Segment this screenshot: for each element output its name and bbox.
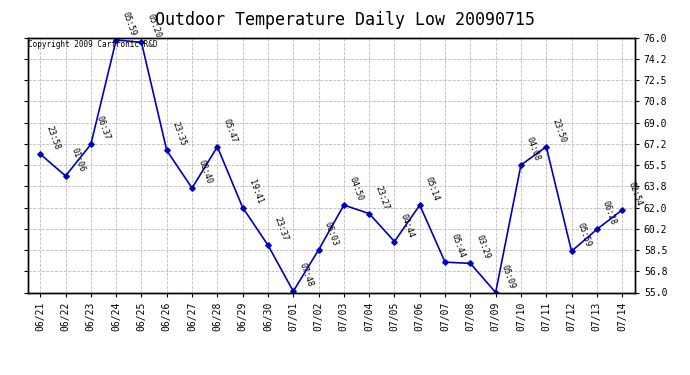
Text: 23:27: 23:27 (373, 184, 391, 211)
Text: 05:59: 05:59 (120, 10, 137, 37)
Text: 23:50: 23:50 (551, 117, 567, 144)
Text: 07:48: 07:48 (297, 262, 315, 288)
Text: 02:54: 02:54 (627, 181, 643, 207)
Text: 04:44: 04:44 (399, 212, 415, 239)
Text: 06:28: 06:28 (601, 200, 618, 226)
Text: 06:03: 06:03 (323, 220, 339, 247)
Text: 03:29: 03:29 (475, 234, 491, 261)
Text: 23:35: 23:35 (171, 121, 188, 148)
Text: 04:50: 04:50 (348, 176, 365, 202)
Text: 05:14: 05:14 (424, 176, 441, 202)
Text: Outdoor Temperature Daily Low 20090715: Outdoor Temperature Daily Low 20090715 (155, 11, 535, 29)
Text: 05:20: 05:20 (146, 13, 163, 40)
Text: 05:59: 05:59 (575, 222, 593, 248)
Text: 23:58: 23:58 (44, 125, 61, 151)
Text: 05:44: 05:44 (449, 233, 466, 260)
Text: 01:06: 01:06 (70, 147, 87, 173)
Text: 19:41: 19:41 (247, 178, 264, 205)
Text: 06:37: 06:37 (95, 115, 112, 142)
Text: Copyright 2009 Cartronic R&D: Copyright 2009 Cartronic R&D (28, 40, 158, 49)
Text: 05:47: 05:47 (221, 117, 239, 144)
Text: 04:08: 04:08 (525, 136, 542, 162)
Text: 08:40: 08:40 (196, 159, 213, 185)
Text: 05:09: 05:09 (500, 263, 517, 290)
Text: 23:37: 23:37 (272, 216, 289, 242)
